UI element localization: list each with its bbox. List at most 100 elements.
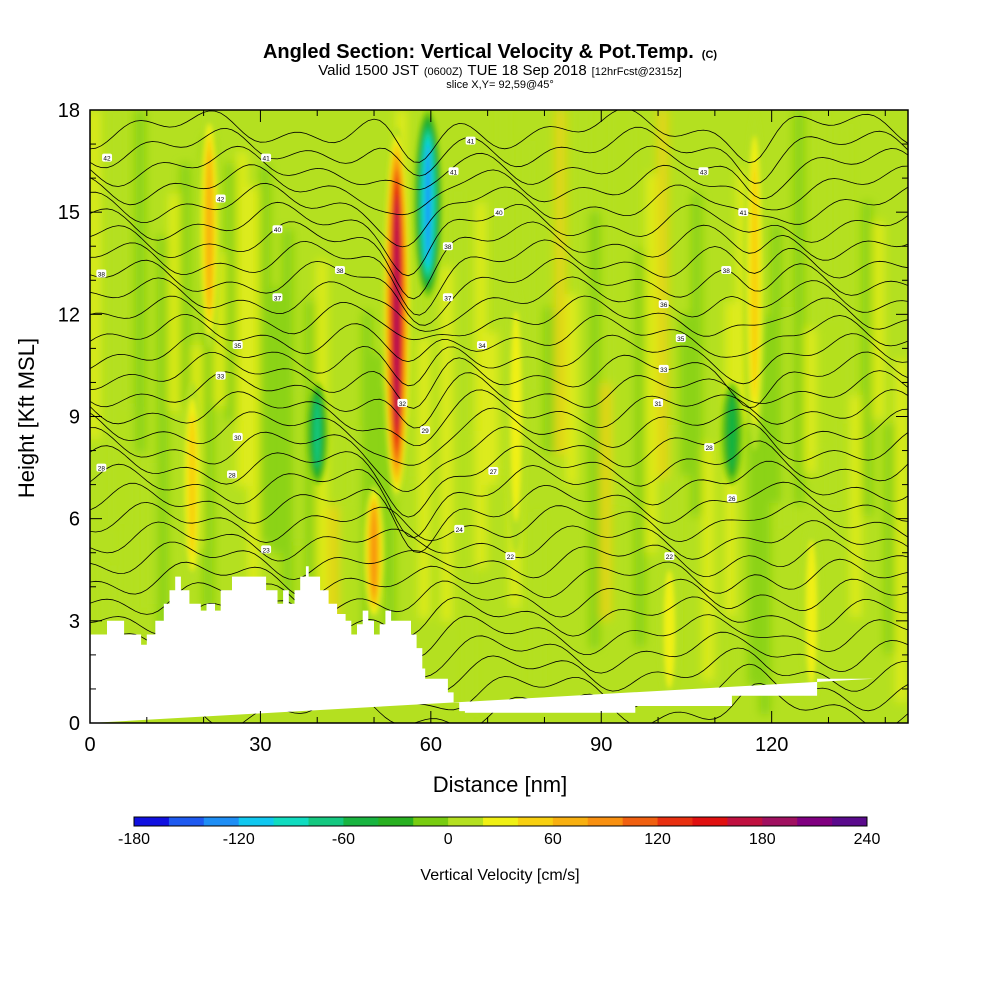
field-band xyxy=(226,163,236,421)
colorbar-swatch xyxy=(517,817,554,826)
field-band xyxy=(408,110,418,481)
contour-label-box xyxy=(227,470,238,479)
contour-label-box xyxy=(505,552,516,561)
contour-label: 38 xyxy=(98,271,106,278)
colorbar-tick-label: 240 xyxy=(854,831,881,848)
contour-label: 40 xyxy=(495,210,503,217)
velocity-contour-fill xyxy=(371,509,377,597)
contour-label: 38 xyxy=(444,244,452,251)
contour-label: 35 xyxy=(234,343,242,350)
contour-label-box xyxy=(465,136,476,145)
velocity-feature xyxy=(658,552,681,706)
terrain-mask xyxy=(90,566,874,723)
velocity-contour-fill xyxy=(425,146,430,262)
colorbar-swatch xyxy=(343,817,379,826)
colorbar-tick-label: 0 xyxy=(444,831,453,848)
field-band xyxy=(783,310,793,529)
field-band xyxy=(146,459,156,608)
velocity-contour-fill xyxy=(206,150,213,309)
title-unit: (C) xyxy=(702,49,718,61)
field-band xyxy=(851,394,861,618)
theta-contour xyxy=(90,558,908,599)
y-tick-label: 0 xyxy=(69,713,80,735)
field-band xyxy=(737,169,747,423)
theta-contour xyxy=(90,370,908,429)
contour-label-box xyxy=(658,300,669,309)
title-block: Angled Section: Vertical Velocity & Pot.… xyxy=(263,41,717,91)
colorbar-swatch xyxy=(552,817,589,826)
theta-contour xyxy=(90,440,908,518)
field-band xyxy=(271,288,281,554)
field-band xyxy=(135,110,145,454)
contour-label: 40 xyxy=(274,227,282,234)
theta-contour xyxy=(90,164,908,216)
field-band xyxy=(419,337,429,619)
contour-label-box xyxy=(488,466,499,475)
colorbar-swatch xyxy=(378,817,414,826)
colorbar-swatch xyxy=(413,817,449,826)
field-band xyxy=(612,110,622,508)
field-band xyxy=(374,353,384,588)
field-band xyxy=(646,173,656,553)
colorbar-tick-label: 60 xyxy=(544,831,562,848)
field-band xyxy=(578,110,588,417)
field-band xyxy=(873,221,884,420)
colorbar-swatch xyxy=(448,817,484,826)
colorbar-swatch xyxy=(273,817,310,826)
velocity-contour-fill xyxy=(395,202,399,426)
velocity-feature xyxy=(800,518,823,706)
y-tick-label: 15 xyxy=(58,202,80,224)
y-tick-label: 12 xyxy=(58,304,80,326)
theta-contour xyxy=(90,110,908,164)
colorbar-swatch xyxy=(238,817,275,826)
field-band xyxy=(464,430,475,718)
theta-contour xyxy=(90,501,908,543)
slice-label: slice X,Y= 92,59@45° xyxy=(446,79,554,91)
field-band xyxy=(623,110,634,511)
field-band xyxy=(487,332,497,486)
field-band xyxy=(714,464,724,686)
colorbar-tick-label: 120 xyxy=(644,831,671,848)
contour-label-box xyxy=(653,398,664,407)
field-band xyxy=(249,186,259,663)
contour-label-box xyxy=(215,371,226,380)
contour-label-box xyxy=(442,242,453,251)
valid-forecast: [12hrFcst@2315z] xyxy=(592,66,682,78)
field-band xyxy=(305,300,315,664)
theta-contour xyxy=(90,313,908,363)
field-band xyxy=(533,512,543,691)
velocity-contour-fill xyxy=(750,161,759,400)
field-band xyxy=(499,110,509,472)
contour-label: 36 xyxy=(660,302,668,309)
field-band xyxy=(658,110,668,478)
field-band xyxy=(521,140,531,390)
x-tick-label: 90 xyxy=(590,734,612,756)
velocity-feature xyxy=(413,110,442,298)
colorbar-tick-labels: -180 -120 -60 0 60 120 180 240 xyxy=(118,831,880,848)
contour-label: 32 xyxy=(399,401,407,408)
field-band xyxy=(862,202,872,516)
contour-label: 41 xyxy=(740,210,748,217)
y-tick-label: 9 xyxy=(69,407,80,429)
field-band xyxy=(805,328,815,474)
colorbar-swatch xyxy=(168,817,205,826)
contour-label: 42 xyxy=(103,156,111,163)
colorbar-frame xyxy=(133,816,868,827)
contour-label: 26 xyxy=(728,496,736,503)
field-band xyxy=(817,110,827,452)
colorbar-swatch xyxy=(692,817,728,826)
contour-label-box xyxy=(215,194,226,203)
field-band xyxy=(601,383,611,620)
contour-label: 41 xyxy=(467,139,475,146)
y-tick-label: 3 xyxy=(69,611,80,633)
contour-label: 35 xyxy=(677,336,685,343)
contour-label-box xyxy=(232,340,243,349)
field-band xyxy=(158,235,168,666)
contour-label-box xyxy=(442,293,453,302)
theta-contour xyxy=(90,126,908,184)
velocity-feature xyxy=(720,382,743,485)
contour-label: 43 xyxy=(700,169,708,176)
contour-label: 37 xyxy=(444,295,452,302)
contour-label-box xyxy=(698,167,709,176)
velocity-feature xyxy=(363,484,386,621)
